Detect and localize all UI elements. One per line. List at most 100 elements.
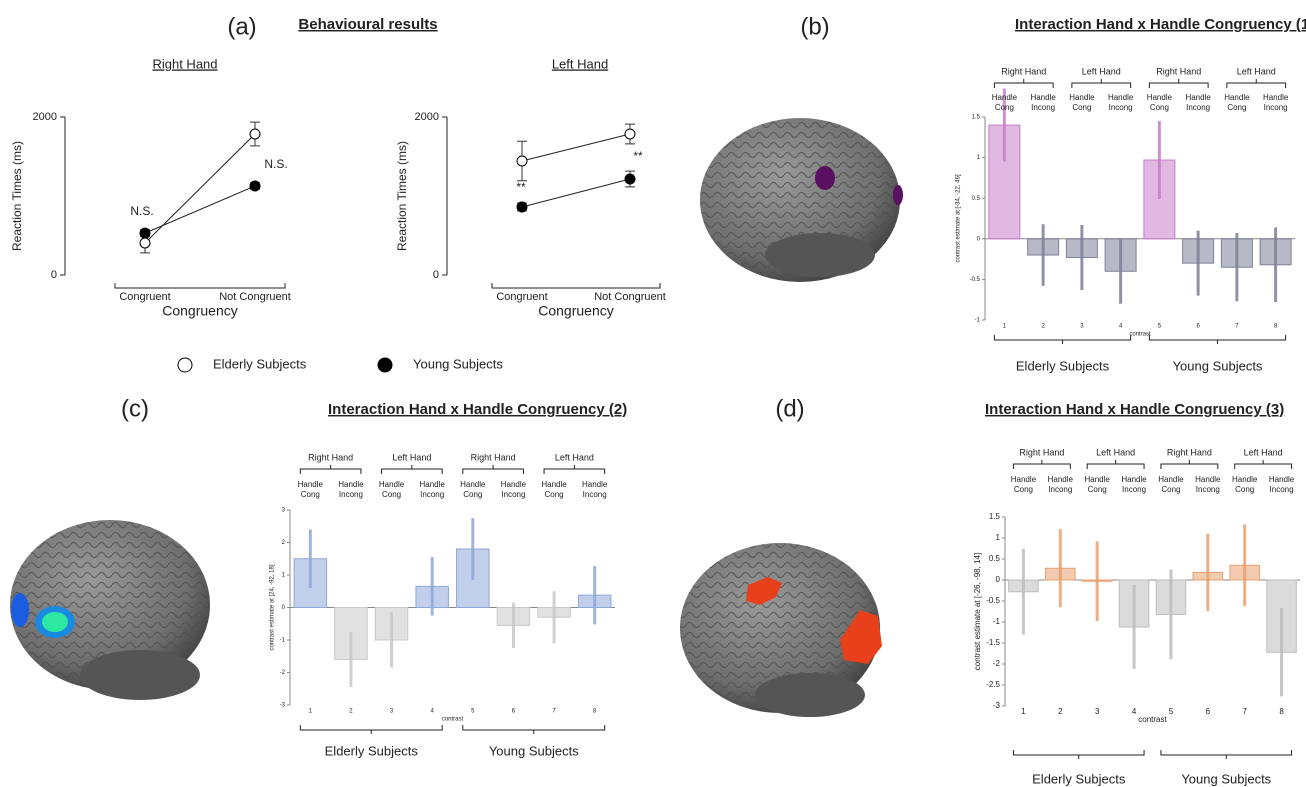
point	[140, 238, 150, 248]
handle-label: Handle Incong	[575, 480, 615, 500]
handle-label: Handle Cong	[372, 480, 412, 500]
x-tick-label: 3	[1095, 707, 1100, 716]
handle-label: Handle Cong	[1003, 475, 1043, 495]
group-bracket	[1161, 750, 1292, 759]
x-tick-label: 1	[1021, 707, 1026, 716]
y-tick-label: -2	[993, 659, 1001, 668]
y-axis-label: Reaction Times (ms)	[10, 141, 24, 251]
x-tick-label: 7	[1242, 707, 1247, 716]
series-line	[145, 134, 255, 243]
y-tick-label: -1.5	[986, 638, 1000, 647]
chart-title: Interaction Hand x Handle Congruency (1)	[1015, 16, 1306, 33]
handle-label: Handle Cong	[1062, 93, 1102, 113]
x-tick-label: 4	[431, 709, 435, 715]
handle-label: Handle Incong	[1178, 93, 1218, 113]
y-tick-label: 1	[282, 573, 286, 579]
x-tick-label: 3	[1080, 324, 1084, 330]
x-axis-label: Congruency	[162, 303, 238, 319]
hand-bracket	[1087, 460, 1144, 469]
handle-label: Handle Cong	[1225, 475, 1265, 495]
y-tick-label: -1	[975, 318, 981, 324]
hand-label: Right Hand	[1167, 447, 1212, 457]
y-axis-label: Reaction Times (ms)	[395, 141, 409, 251]
point	[140, 228, 150, 238]
hand-label: Left Hand	[555, 452, 594, 462]
handle-label: Handle Incong	[1114, 475, 1154, 495]
panel-label: (c)	[121, 395, 149, 422]
hand-bracket	[1149, 79, 1208, 88]
hand-bracket	[1161, 460, 1218, 469]
group-label: Elderly Subjects	[1016, 358, 1110, 373]
point	[625, 174, 635, 184]
hand-label: Left Hand	[1082, 66, 1121, 76]
x-tick-label: 6	[1196, 324, 1200, 330]
series-line	[522, 134, 630, 161]
point	[250, 181, 260, 191]
hand-bracket	[544, 465, 605, 474]
group-label: Elderly Subjects	[325, 743, 419, 758]
hand-bracket	[1072, 79, 1131, 88]
group-label: Young Subjects	[1181, 771, 1271, 786]
chart-title: Interaction Hand x Handle Congruency (2)	[328, 401, 627, 418]
y-tick-label: 2000	[415, 111, 439, 123]
hand-bracket	[463, 465, 524, 474]
y-tick-label: -0.5	[986, 596, 1000, 605]
x-axis-label: contrast	[1129, 332, 1151, 338]
x-tick-label: 2	[1041, 324, 1045, 330]
legend-label: Elderly Subjects	[213, 356, 307, 371]
x-axis-bracket	[115, 283, 285, 288]
group-bracket	[1013, 750, 1144, 759]
y-tick-label: -0.5	[970, 277, 981, 283]
x-tick-label: 2	[1058, 707, 1063, 716]
hand-label: Left Hand	[1244, 447, 1283, 457]
handle-label: Handle Incong	[1101, 93, 1141, 113]
handle-label: Handle Incong	[1040, 475, 1080, 495]
y-tick-label: -1	[280, 638, 286, 644]
panel-label: (b)	[800, 13, 829, 40]
x-tick-label: 1	[309, 709, 313, 715]
x-tick-label: 8	[1279, 707, 1284, 716]
x-tick-label: 2	[349, 709, 353, 715]
y-axis-label: contrast estimate at [-26, -98, 14]	[973, 553, 982, 670]
brain-d	[680, 543, 882, 717]
x-tick-label: 3	[390, 709, 394, 715]
handle-label: Handle Incong	[1188, 475, 1228, 495]
group-bracket	[994, 335, 1130, 344]
x-tick-label: Not Congruent	[594, 291, 666, 303]
handle-label: Handle Incong	[412, 480, 452, 500]
y-axis-label: contrast estimate at [24, -92, 18]	[270, 564, 276, 650]
hand-label: Right Hand	[1156, 66, 1201, 76]
y-tick-label: -3	[993, 701, 1001, 710]
y-tick-label: -3	[280, 703, 286, 709]
y-axis-label: contrast estimate at [-34, -22, 46]	[956, 174, 962, 262]
annotation: **	[516, 180, 526, 194]
x-tick-label: 8	[1274, 324, 1278, 330]
y-tick-label: 1	[977, 155, 981, 161]
x-tick-label: 5	[1158, 324, 1162, 330]
chart-title: Left Hand	[552, 56, 608, 71]
handle-label: Handle Incong	[1023, 93, 1063, 113]
y-tick-label: 0	[996, 575, 1001, 584]
hand-bracket	[1013, 460, 1070, 469]
y-tick-label: 2	[282, 540, 286, 546]
point	[625, 129, 635, 139]
hand-label: Right Hand	[1019, 447, 1064, 457]
y-tick-label: -2.5	[986, 680, 1000, 689]
chart-title: Interaction Hand x Handle Congruency (3)	[985, 401, 1284, 418]
y-tick-label: 0	[433, 269, 439, 281]
x-tick-label: 5	[1169, 707, 1174, 716]
handle-label: Handle Cong	[1139, 93, 1179, 113]
y-tick-label: 1	[996, 533, 1001, 542]
x-axis-label: contrast	[1138, 715, 1167, 724]
hand-label: Left Hand	[392, 452, 431, 462]
panel-label: (a)	[227, 13, 256, 40]
y-tick-label: -1	[993, 617, 1001, 626]
series-line	[522, 179, 630, 207]
y-tick-label: 3	[282, 508, 286, 514]
hand-label: Left Hand	[1096, 447, 1135, 457]
brain-c	[10, 520, 210, 700]
figure: (a)Behavioural resultsRight Hand02000Rea…	[0, 0, 1306, 787]
series-line	[145, 186, 255, 233]
x-tick-label: Congruent	[496, 291, 547, 303]
handle-label: Handle Incong	[493, 480, 533, 500]
